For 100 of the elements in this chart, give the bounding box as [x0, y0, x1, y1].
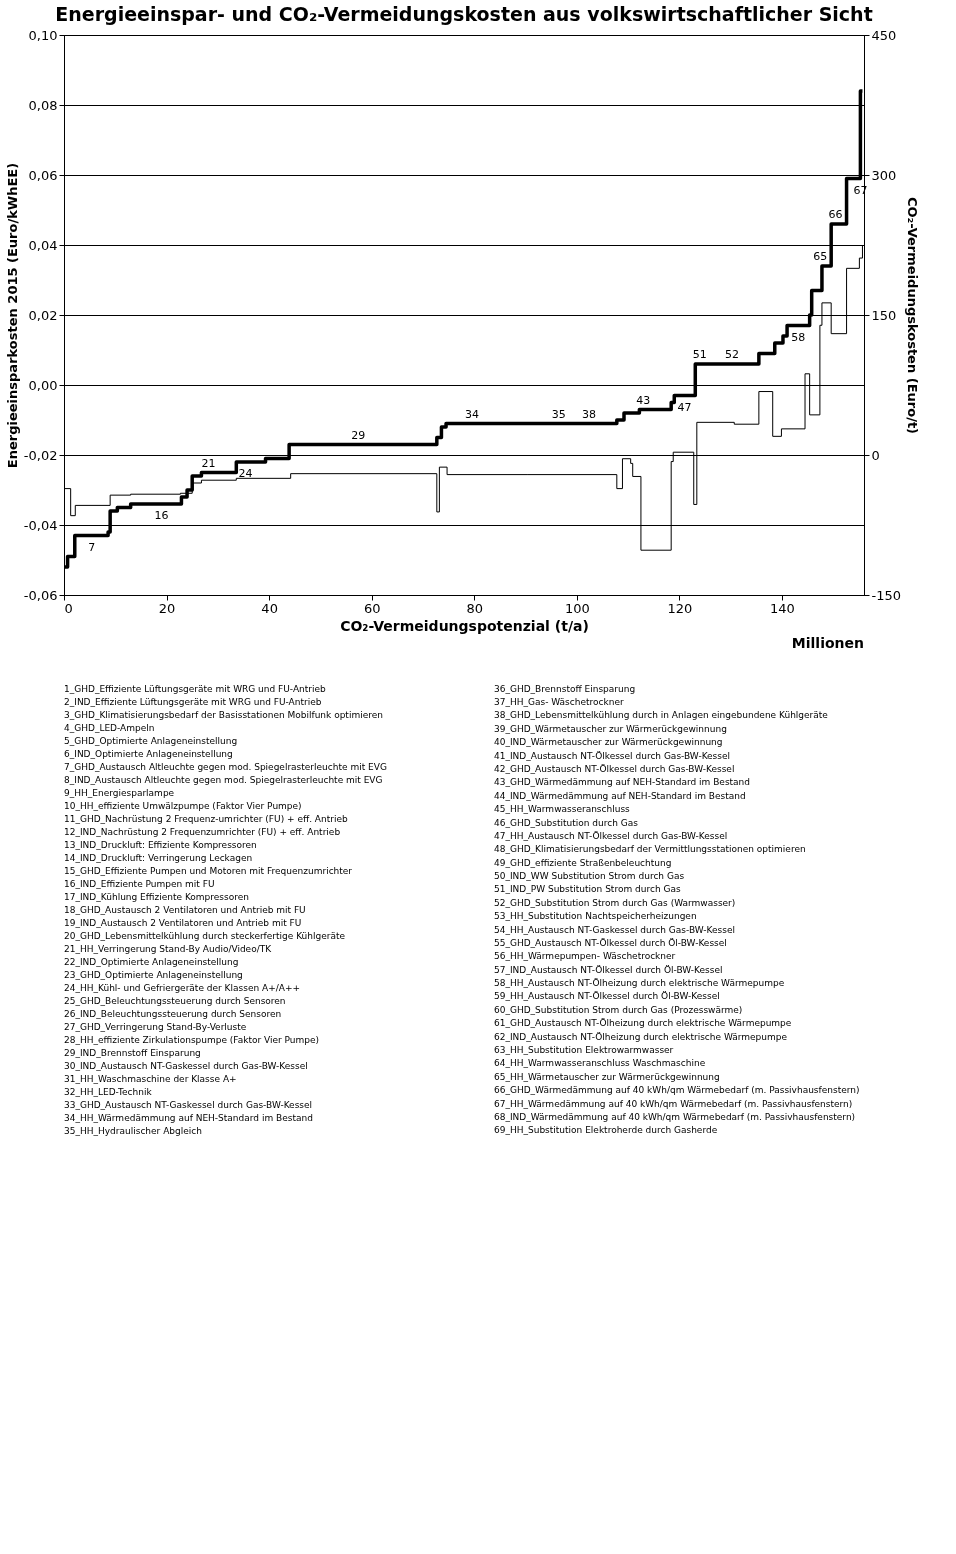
text: 65_HH_Wärmetauscher zur Wärmerückgewinnung — [494, 1071, 720, 1082]
text: 17_IND_Kühlung Effiziente Kompressoren — [64, 891, 250, 902]
text: 31_HH_Waschmaschine der Klasse A+ — [64, 1073, 237, 1084]
y2-tick-label: 450 — [871, 27, 897, 43]
text: 47_HH_Austausch NT-Ölkessel durch Gas-BW-Kessel — [494, 830, 728, 841]
text: 69_HH_Substitution Elektroherde durch Gasherde — [494, 1125, 718, 1136]
text: 50_IND_WW Substitution Strom durch Gas — [494, 871, 685, 882]
annotation: 16 — [154, 509, 169, 522]
text: 45_HH_Warmwasseranschluss — [494, 804, 631, 815]
text: 39_GHD_Wärmetauscher zur Wärmerückgewinnung — [494, 723, 727, 734]
text: 19_IND_Austausch 2 Ventilatoren und Antrieb mit FU — [64, 917, 302, 928]
text: 7_GHD_Austausch Altleuchte gegen mod. Spiegelrasterleuchte mit EVG — [64, 761, 387, 772]
text: 54_HH_Austausch NT-Gaskessel durch Gas-BW-Kessel — [494, 924, 735, 935]
text: 61_GHD_Austausch NT-Ölheizung durch elektrische Wärmepumpe — [494, 1018, 792, 1029]
text: Millionen — [791, 635, 864, 651]
text: 23_GHD_Optimierte Anlageneinstellung — [64, 969, 243, 980]
text: 11_GHD_Nachrüstung 2 Frequenz-umrichter (FU) + eff. Antrieb — [64, 813, 348, 824]
annotation: 47 — [677, 400, 692, 414]
text: 3_GHD_Klimatisierungsbedarf der Basisstationen Mobilfunk optimieren — [64, 709, 383, 720]
text: 62_IND_Austausch NT-Ölheizung durch elektrische Wärmepumpe — [494, 1031, 788, 1042]
text: 25_GHD_Beleuchtungssteuerung durch Sensoren — [64, 995, 286, 1006]
y-tick-label: 0,02 — [28, 307, 58, 323]
y-tick-label: 0,06 — [28, 167, 58, 183]
x-tick-label: 100 — [564, 600, 590, 616]
text: 9_HH_Energiesparlampe — [64, 787, 175, 798]
x-tick-label: 0 — [64, 600, 73, 616]
text: 48_GHD_Klimatisierungsbedarf der Vermittlungsstationen optimieren — [494, 844, 806, 855]
text: 58_HH_Austausch NT-Ölheizung durch elektrische Wärmepumpe — [494, 978, 785, 989]
text: 8_IND_Austausch Altleuchte gegen mod. Spiegelrasterleuchte mit EVG — [64, 774, 383, 785]
text: 34_HH_Wärmedämmung auf NEH-Standard im Bestand — [64, 1112, 313, 1123]
text: 41_IND_Austausch NT-Ölkessel durch Gas-BW-Kessel — [494, 750, 731, 761]
annotation: 66 — [828, 208, 843, 221]
text: 49_GHD_effiziente Straßenbeleuchtung — [494, 857, 672, 868]
text: 29_IND_Brennstoff Einsparung — [64, 1047, 201, 1058]
text: 21_HH_Verringerung Stand-By Audio/Video/TK — [64, 943, 273, 954]
x-axis-title: CO₂-Vermeidungspotenzial (t/a) — [340, 617, 589, 634]
text: 33_GHD_Austausch NT-Gaskessel durch Gas-BW-Kessel — [64, 1099, 313, 1110]
text: 26_IND_Beleuchtungssteuerung durch Sensoren — [64, 1008, 282, 1019]
text: 68_IND_Wärmedämmung auf 40 kWh/qm Wärmebedarf (m. Passivhausfenstern) — [494, 1111, 856, 1122]
text: 55_GHD_Austausch NT-Ölkessel durch Öl-BW-Kessel — [494, 937, 727, 948]
text: 42_GHD_Austausch NT-Ölkessel durch Gas-BW-Kessel — [494, 763, 735, 774]
text: 24_HH_Kühl- und Gefriergeräte der Klassen A+/A++ — [64, 982, 300, 993]
text: 16_IND_Effiziente Pumpen mit FU — [64, 878, 215, 889]
text: 1_GHD_Effiziente Lüftungsgeräte mit WRG und FU-Antrieb — [64, 683, 327, 694]
y2-tick-label: -150 — [871, 587, 902, 603]
annotation: 38 — [581, 407, 596, 421]
annotation: 51 — [692, 348, 707, 361]
text: 22_IND_Optimierte Anlageneinstellung — [64, 956, 239, 967]
annotation: 52 — [724, 348, 739, 361]
y-tick-label: 0,08 — [28, 97, 58, 113]
y2-axis-title: CO₂-Vermeidungskosten (Euro/t) — [905, 196, 920, 435]
y-axis-title: Energieeinsparkosten 2015 (Euro/kWhEE) — [4, 162, 20, 469]
text: 30_IND_Austausch NT-Gaskessel durch Gas-BW-Kessel — [64, 1060, 308, 1071]
text: 46_GHD_Substitution durch Gas — [494, 817, 639, 828]
text: 13_IND_Druckluft: Effiziente Kompressoren — [64, 839, 257, 850]
annotation: 65 — [813, 250, 828, 263]
text: 18_GHD_Austausch 2 Ventilatoren und Antrieb mit FU — [64, 904, 306, 915]
y-tick-label: 0,10 — [28, 27, 58, 43]
text: 20_GHD_Lebensmittelkühlung durch steckerfertige Kühlgeräte — [64, 930, 346, 941]
annotation: 43 — [636, 393, 651, 407]
text: 67_HH_Wärmedämmung auf 40 kWh/qm Wärmebedarf (m. Passivhausfenstern) — [494, 1098, 853, 1109]
x-tick-label: 140 — [770, 600, 795, 616]
text: 6_IND_Optimierte Anlageneinstellung — [64, 748, 233, 759]
annotation: 24 — [238, 467, 253, 480]
text: 63_HH_Substitution Elektrowarmwasser — [494, 1045, 674, 1056]
text: 57_IND_Austausch NT-Ölkessel durch Öl-BW-Kessel — [494, 964, 723, 975]
text: 2_IND_Effiziente Lüftungsgeräte mit WRG und FU-Antrieb — [64, 696, 322, 707]
text: 15_GHD_Effiziente Pumpen und Motoren mit Frequenzumrichter — [64, 865, 353, 876]
annotation: 7 — [88, 540, 96, 554]
text: 40_IND_Wärmetauscher zur Wärmerückgewinnung — [494, 737, 723, 748]
annotation: 34 — [464, 407, 479, 421]
y2-tick-label: 300 — [871, 167, 897, 183]
y2-tick-label: 0 — [871, 447, 880, 463]
y-tick-label: -0,06 — [23, 587, 58, 603]
text: 10_HH_effiziente Umwälzpumpe (Faktor Vier Pumpe) — [64, 800, 302, 811]
chart-title: Energieeinspar- und CO₂-Vermeidungskosten aus volkswirtschaftlicher Sicht — [55, 3, 873, 25]
y-tick-label: 0,00 — [28, 377, 58, 393]
text: 37_HH_Gas- Wäschetrockner — [494, 697, 624, 708]
text: 66_GHD_Wärmedämmung auf 40 kWh/qm Wärmebedarf (m. Passivhausfenstern) — [494, 1085, 860, 1096]
text: 59_HH_Austausch NT-Ölkessel durch Öl-BW-Kessel — [494, 991, 720, 1002]
x-tick-label: 120 — [667, 600, 693, 616]
y-tick-label: 0,04 — [28, 237, 58, 253]
text: 12_IND_Nachrüstung 2 Frequenzumrichter (FU) + eff. Antrieb — [64, 826, 341, 837]
text: 52_GHD_Substitution Strom durch Gas (Warmwasser) — [494, 897, 736, 908]
text: 32_HH_LED-Technik — [64, 1086, 153, 1097]
y-tick-label: -0,02 — [23, 447, 58, 463]
x-tick-label: 20 — [158, 600, 176, 616]
text: 44_IND_Wärmedämmung auf NEH-Standard im Bestand — [494, 790, 746, 801]
text: 64_HH_Warmwasseranschluss Waschmaschine — [494, 1058, 706, 1069]
text: 4_GHD_LED-Ampeln — [64, 722, 155, 733]
x-tick-label: 60 — [363, 600, 381, 616]
text: 43_GHD_Wärmedämmung auf NEH-Standard im Bestand — [494, 777, 751, 788]
text: 35_HH_Hydraulischer Abgleich — [64, 1125, 202, 1136]
annotation: 21 — [201, 456, 216, 470]
text: 60_GHD_Substitution Strom durch Gas (Prozesswärme) — [494, 1004, 743, 1015]
x-tick-label: 80 — [466, 600, 484, 616]
annotation: 29 — [351, 428, 366, 442]
annotation: 58 — [791, 330, 806, 344]
y-tick-label: -0,04 — [23, 517, 58, 533]
y2-tick-label: 150 — [871, 307, 897, 323]
